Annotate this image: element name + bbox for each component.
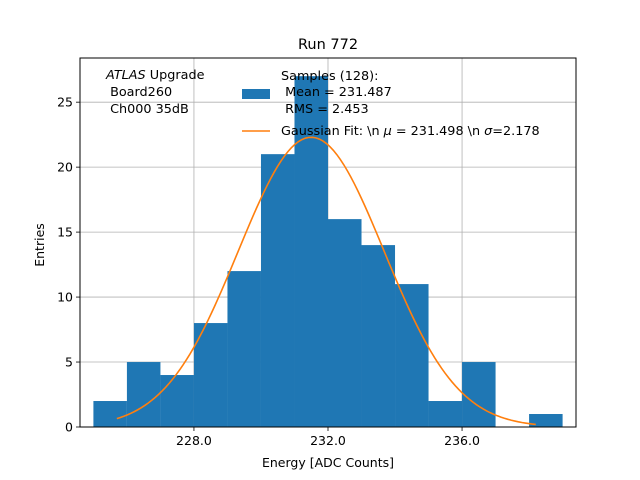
legend: Samples (128): Mean = 231.487 RMS = 2.45… [242, 69, 540, 139]
x-axis-ticks: 228.0 232.0 236.0 [176, 427, 480, 448]
legend-fit-suffix: =2.178 [492, 124, 539, 139]
y-axis-label: Entries [32, 223, 47, 267]
annotation-board: Board260 [106, 85, 172, 100]
legend-samples-line3: RMS = 2.453 [281, 102, 369, 117]
histogram-bar [227, 271, 261, 427]
histogram-bar [126, 362, 161, 427]
gaussian-fit-curve [116, 136, 536, 426]
legend-samples-line1: Samples (128): [281, 69, 378, 84]
annotation-channel: Ch000 35dB [106, 102, 189, 117]
y-tick-label: 5 [65, 355, 73, 370]
legend-samples-swatch [242, 89, 270, 99]
y-tick-label: 0 [65, 420, 73, 435]
histogram-bar [260, 154, 295, 427]
histogram-bar [93, 401, 127, 427]
x-axis-label: Energy [ADC Counts] [262, 455, 394, 470]
legend-fit-mid: = 231.498 \n [392, 124, 484, 139]
y-tick-label: 10 [57, 290, 73, 305]
histogram-bar [361, 245, 396, 427]
legend-fit-label: Gaussian Fit: \n μ = 231.498 \n σ=2.178 [281, 124, 540, 139]
legend-samples-line2: Mean = 231.487 [281, 85, 392, 100]
y-tick-label: 25 [57, 95, 73, 110]
annotation-experiment: ATLAS Upgrade [105, 68, 205, 83]
annotation-experiment-suffix: Upgrade [146, 68, 205, 83]
x-tick-label: 236.0 [444, 433, 480, 448]
histogram-bar [294, 76, 328, 428]
histogram-bar [328, 219, 362, 427]
legend-fit-mu-symbol: μ [383, 124, 392, 139]
x-tick-label: 232.0 [310, 433, 346, 448]
x-tick-label: 228.0 [176, 433, 212, 448]
annotation-experiment-name: ATLAS [105, 68, 146, 83]
histogram-bar [462, 362, 496, 427]
histogram-bars [93, 76, 563, 428]
y-tick-label: 15 [57, 225, 73, 240]
histogram-bar [529, 414, 563, 427]
histogram-bar [428, 401, 463, 427]
y-axis-ticks: 0 5 10 15 20 25 [57, 95, 80, 435]
histogram-bar [193, 323, 228, 427]
annotation-box: ATLAS Upgrade Board260 Ch000 35dB [105, 68, 205, 117]
legend-fit-prefix: Gaussian Fit: \n [281, 124, 384, 139]
histogram-bar [395, 284, 429, 427]
legend-fit-sigma-symbol: σ [484, 124, 493, 139]
chart-title: Run 772 [298, 37, 358, 53]
y-tick-label: 20 [57, 160, 73, 175]
histogram-bar [160, 375, 194, 427]
